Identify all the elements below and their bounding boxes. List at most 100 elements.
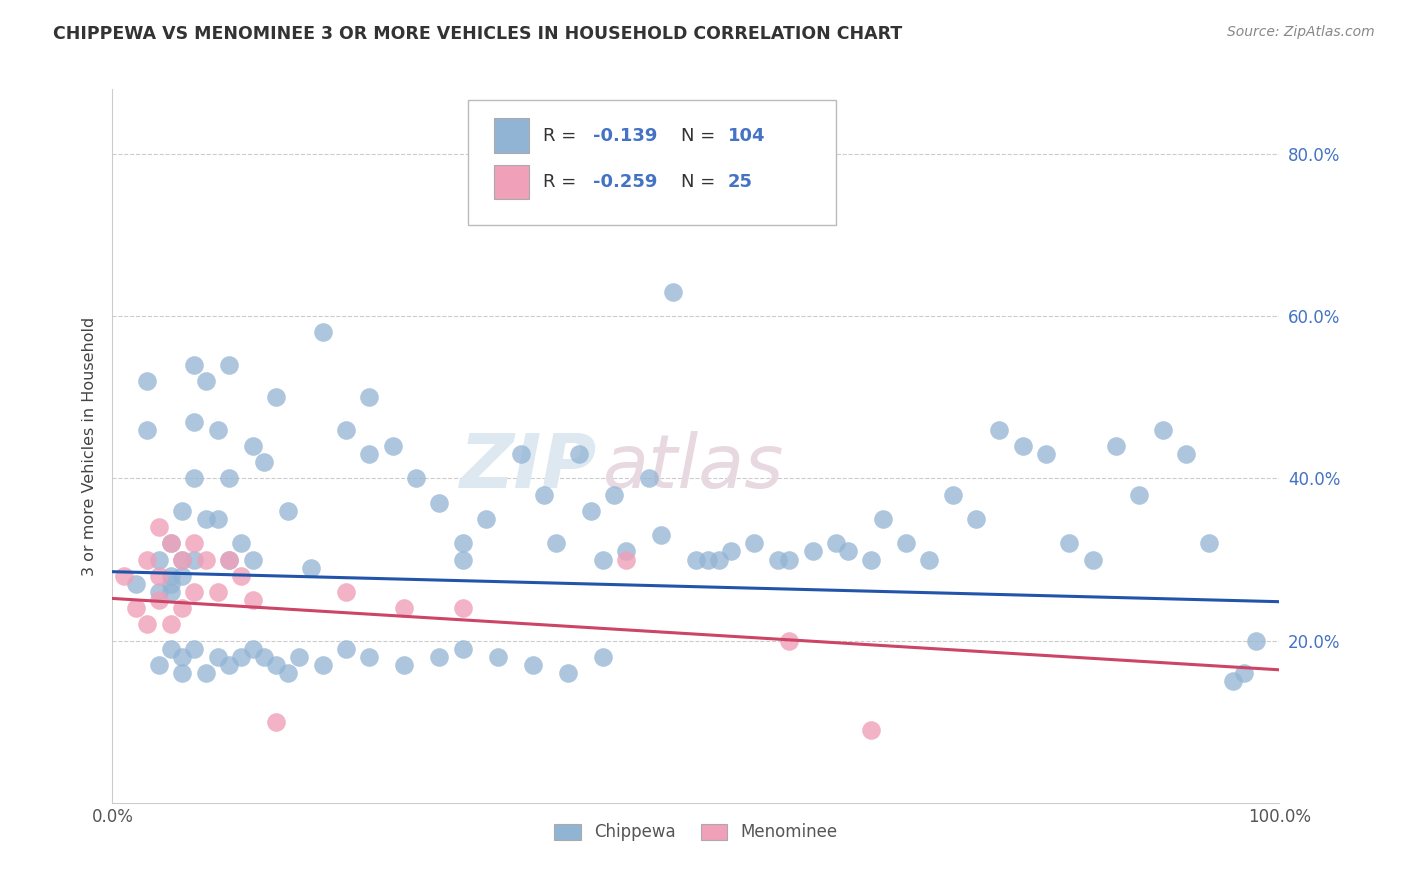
Point <box>148 568 170 582</box>
Point <box>720 544 742 558</box>
Text: 104: 104 <box>727 127 765 145</box>
Point <box>218 358 240 372</box>
Point <box>148 520 170 534</box>
Point <box>194 552 217 566</box>
Point <box>918 552 941 566</box>
Point <box>1175 447 1198 461</box>
Point <box>194 666 217 681</box>
Point <box>825 536 848 550</box>
Point <box>1035 447 1057 461</box>
FancyBboxPatch shape <box>468 100 837 225</box>
Point <box>218 552 240 566</box>
Point <box>405 471 427 485</box>
Point <box>242 552 264 566</box>
Point <box>394 657 416 672</box>
Point <box>148 585 170 599</box>
Point <box>1105 439 1128 453</box>
Point <box>544 536 567 550</box>
Point <box>603 488 626 502</box>
Point <box>276 504 298 518</box>
Point <box>136 552 159 566</box>
Text: 25: 25 <box>727 173 752 191</box>
Point <box>183 641 205 656</box>
Text: CHIPPEWA VS MENOMINEE 3 OR MORE VEHICLES IN HOUSEHOLD CORRELATION CHART: CHIPPEWA VS MENOMINEE 3 OR MORE VEHICLES… <box>53 25 903 43</box>
Point <box>685 552 707 566</box>
Point <box>451 601 474 615</box>
Point <box>160 641 183 656</box>
Point <box>427 649 450 664</box>
Point <box>359 390 381 404</box>
Point <box>335 641 357 656</box>
Point <box>1222 674 1244 689</box>
Point <box>1059 536 1081 550</box>
Point <box>136 423 159 437</box>
Point <box>1244 633 1267 648</box>
Point <box>194 374 217 388</box>
Point <box>709 552 731 566</box>
Point <box>242 439 264 453</box>
Point <box>592 552 614 566</box>
Point <box>579 504 602 518</box>
Point <box>1011 439 1033 453</box>
Point <box>207 512 229 526</box>
Point <box>359 447 381 461</box>
Point <box>194 512 217 526</box>
Point <box>1198 536 1220 550</box>
Point <box>172 552 194 566</box>
Point <box>136 617 159 632</box>
Point <box>264 714 287 729</box>
Point <box>486 649 509 664</box>
Point <box>509 447 531 461</box>
Point <box>860 552 883 566</box>
Point <box>218 471 240 485</box>
Point <box>837 544 859 558</box>
Point <box>894 536 917 550</box>
Point <box>242 593 264 607</box>
Point <box>160 536 183 550</box>
Point <box>592 649 614 664</box>
Point <box>172 504 194 518</box>
Point <box>229 536 252 550</box>
Text: N =: N = <box>681 127 721 145</box>
Point <box>451 641 474 656</box>
Point <box>311 326 333 340</box>
Point <box>125 601 148 615</box>
Point <box>253 649 276 664</box>
Point <box>172 649 194 664</box>
Point <box>264 390 287 404</box>
Point <box>381 439 404 453</box>
Point <box>183 585 205 599</box>
Point <box>160 577 183 591</box>
Point <box>1081 552 1104 566</box>
Point <box>160 617 183 632</box>
Point <box>533 488 555 502</box>
Point <box>183 552 205 566</box>
Point <box>148 593 170 607</box>
Point <box>207 585 229 599</box>
FancyBboxPatch shape <box>494 165 529 199</box>
Point <box>172 568 194 582</box>
Point <box>394 601 416 615</box>
Point <box>965 512 987 526</box>
Text: -0.259: -0.259 <box>593 173 658 191</box>
Text: Source: ZipAtlas.com: Source: ZipAtlas.com <box>1227 25 1375 39</box>
Point <box>942 488 965 502</box>
Text: -0.139: -0.139 <box>593 127 658 145</box>
Legend: Chippewa, Menominee: Chippewa, Menominee <box>547 817 845 848</box>
Point <box>183 536 205 550</box>
Point <box>451 536 474 550</box>
Point <box>872 512 894 526</box>
Point <box>288 649 311 664</box>
Point <box>1128 488 1150 502</box>
Point <box>335 423 357 437</box>
Point <box>160 585 183 599</box>
Point <box>229 649 252 664</box>
Point <box>661 285 683 299</box>
Point <box>207 649 229 664</box>
Point <box>522 657 544 672</box>
Point <box>148 657 170 672</box>
Point <box>475 512 498 526</box>
Text: N =: N = <box>681 173 721 191</box>
Point <box>172 666 194 681</box>
Point <box>614 552 637 566</box>
